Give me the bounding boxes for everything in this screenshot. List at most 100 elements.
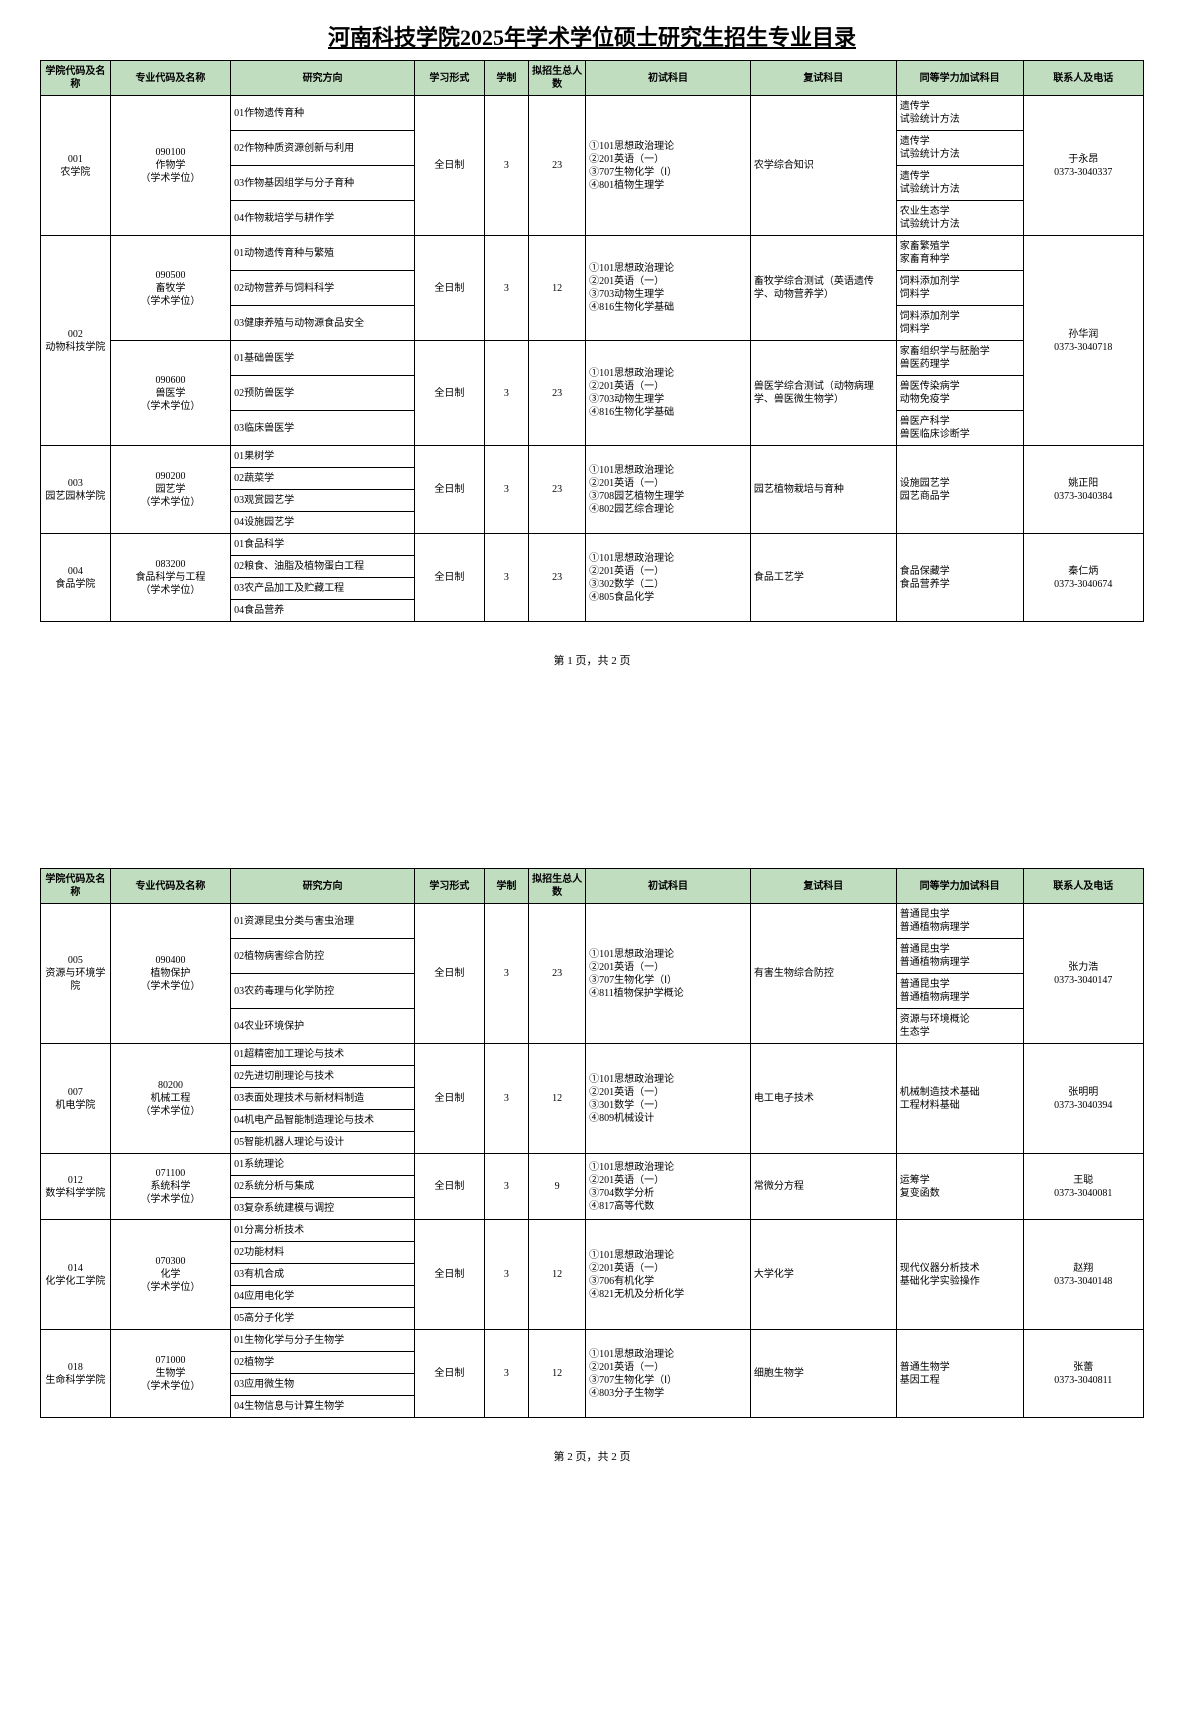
cell-major: 071100 系统科学 （学术学位） — [110, 1154, 230, 1220]
cell-equiv: 普通昆虫学 普通植物病理学 — [896, 904, 1023, 939]
page-2: 学院代码及名称 专业代码及名称 研究方向 学习形式 学制 拟招生总人数 初试科目… — [0, 848, 1184, 1524]
cell-exam1: ①101思想政治理论 ②201英语（一） ③707生物化学（Ⅰ） ④801植物生… — [586, 96, 751, 236]
cell-enroll: 23 — [529, 96, 586, 236]
cell-study: 全日制 — [414, 534, 484, 622]
cell-direction: 01系统理论 — [231, 1154, 415, 1176]
cell-direction: 04生物信息与计算生物学 — [231, 1396, 415, 1418]
cell-direction: 04机电产品智能制造理论与技术 — [231, 1110, 415, 1132]
table-row: 002 动物科技学院 090500 畜牧学 （学术学位） 01动物遗传育种与繁殖… — [41, 236, 1144, 271]
cell-equiv: 普通生物学 基因工程 — [896, 1330, 1023, 1418]
hdr-direction: 研究方向 — [231, 869, 415, 904]
cell-equiv: 农业生态学 试验统计方法 — [896, 201, 1023, 236]
cell-direction: 05智能机器人理论与设计 — [231, 1132, 415, 1154]
cell-direction: 02作物种质资源创新与利用 — [231, 131, 415, 166]
cell-direction: 02粮食、油脂及植物蛋白工程 — [231, 556, 415, 578]
cell-equiv: 普通昆虫学 普通植物病理学 — [896, 974, 1023, 1009]
cell-direction: 01基础兽医学 — [231, 341, 415, 376]
cell-exam1: ①101思想政治理论 ②201英语（一） ③704数学分析 ④817高等代数 — [586, 1154, 751, 1220]
cell-study: 全日制 — [414, 1044, 484, 1154]
cell-direction: 02植物病害综合防控 — [231, 939, 415, 974]
cell-year: 3 — [484, 446, 528, 534]
cell-enroll: 12 — [529, 1044, 586, 1154]
cell-equiv: 遗传学 试验统计方法 — [896, 96, 1023, 131]
hdr-study: 学习形式 — [414, 61, 484, 96]
cell-equiv: 饲料添加剂学 饲料学 — [896, 306, 1023, 341]
cell-exam1: ①101思想政治理论 ②201英语（一） ③707生物化学（Ⅰ） ④811植物保… — [586, 904, 751, 1044]
cell-college: 001 农学院 — [41, 96, 111, 236]
header-row: 学院代码及名称 专业代码及名称 研究方向 学习形式 学制 拟招生总人数 初试科目… — [41, 869, 1144, 904]
table-row: 003 园艺园林学院 090200 园艺学 （学术学位） 01果树学 全日制 3… — [41, 446, 1144, 468]
cell-exam2: 常微分方程 — [750, 1154, 896, 1220]
table-row: 014 化学化工学院 070300 化学 （学术学位） 01分离分析技术 全日制… — [41, 1220, 1144, 1242]
cell-enroll: 23 — [529, 904, 586, 1044]
cell-direction: 03临床兽医学 — [231, 411, 415, 446]
cell-equiv: 运筹学 复变函数 — [896, 1154, 1023, 1220]
hdr-contact: 联系人及电话 — [1023, 61, 1144, 96]
cell-direction: 03农产品加工及贮藏工程 — [231, 578, 415, 600]
cell-direction: 02系统分析与集成 — [231, 1176, 415, 1198]
cell-exam1: ①101思想政治理论 ②201英语（一） ③703动物生理学 ④816生物化学基… — [586, 341, 751, 446]
hdr-exam1: 初试科目 — [586, 61, 751, 96]
cell-direction: 03作物基因组学与分子育种 — [231, 166, 415, 201]
cell-equiv: 兽医传染病学 动物免疫学 — [896, 376, 1023, 411]
hdr-college: 学院代码及名称 — [41, 61, 111, 96]
cell-major: 090600 兽医学 （学术学位） — [110, 341, 230, 446]
cell-major: 083200 食品科学与工程 （学术学位） — [110, 534, 230, 622]
cell-contact: 王聪 0373-3040081 — [1023, 1154, 1144, 1220]
cell-equiv: 遗传学 试验统计方法 — [896, 131, 1023, 166]
cell-equiv: 资源与环境概论 生态学 — [896, 1009, 1023, 1044]
cell-direction: 02蔬菜学 — [231, 468, 415, 490]
table-row: 005 资源与环境学院 090400 植物保护 （学术学位） 01资源昆虫分类与… — [41, 904, 1144, 939]
cell-study: 全日制 — [414, 236, 484, 341]
table-row: 004 食品学院 083200 食品科学与工程 （学术学位） 01食品科学 全日… — [41, 534, 1144, 556]
cell-direction: 01动物遗传育种与繁殖 — [231, 236, 415, 271]
table-row: 012 数学科学学院 071100 系统科学 （学术学位） 01系统理论 全日制… — [41, 1154, 1144, 1176]
cell-exam1: ①101思想政治理论 ②201英语（一） ③703动物生理学 ④816生物化学基… — [586, 236, 751, 341]
cell-study: 全日制 — [414, 446, 484, 534]
cell-enroll: 12 — [529, 236, 586, 341]
catalog-table-1: 学院代码及名称 专业代码及名称 研究方向 学习形式 学制 拟招生总人数 初试科目… — [40, 60, 1144, 622]
hdr-major: 专业代码及名称 — [110, 61, 230, 96]
table-row: 007 机电学院 80200 机械工程 （学术学位） 01超精密加工理论与技术 … — [41, 1044, 1144, 1066]
cell-year: 3 — [484, 1044, 528, 1154]
cell-equiv: 机械制造技术基础 工程材料基础 — [896, 1044, 1023, 1154]
cell-year: 3 — [484, 534, 528, 622]
cell-direction: 01生物化学与分子生物学 — [231, 1330, 415, 1352]
page-number-1: 第 1 页，共 2 页 — [40, 652, 1144, 668]
cell-equiv: 普通昆虫学 普通植物病理学 — [896, 939, 1023, 974]
cell-contact: 张明明 0373-3040394 — [1023, 1044, 1144, 1154]
header-row: 学院代码及名称 专业代码及名称 研究方向 学习形式 学制 拟招生总人数 初试科目… — [41, 61, 1144, 96]
cell-exam2: 细胞生物学 — [750, 1330, 896, 1418]
cell-contact: 秦仁炳 0373-3040674 — [1023, 534, 1144, 622]
cell-direction: 03表面处理技术与新材料制造 — [231, 1088, 415, 1110]
cell-direction: 02植物学 — [231, 1352, 415, 1374]
hdr-exam2: 复试科目 — [750, 61, 896, 96]
cell-exam1: ①101思想政治理论 ②201英语（一） ③708园艺植物生理学 ④802园艺综… — [586, 446, 751, 534]
cell-major: 090400 植物保护 （学术学位） — [110, 904, 230, 1044]
cell-equiv: 现代仪器分析技术 基础化学实验操作 — [896, 1220, 1023, 1330]
cell-exam2: 电工电子技术 — [750, 1044, 896, 1154]
cell-direction: 01食品科学 — [231, 534, 415, 556]
cell-direction: 04作物栽培学与耕作学 — [231, 201, 415, 236]
cell-exam2: 畜牧学综合测试（英语遗传学、动物营养学） — [750, 236, 896, 341]
hdr-contact: 联系人及电话 — [1023, 869, 1144, 904]
cell-equiv: 设施园艺学 园艺商品学 — [896, 446, 1023, 534]
table-row: 090600 兽医学 （学术学位） 01基础兽医学 全日制 3 23 ①101思… — [41, 341, 1144, 376]
hdr-direction: 研究方向 — [231, 61, 415, 96]
cell-enroll: 12 — [529, 1220, 586, 1330]
cell-study: 全日制 — [414, 96, 484, 236]
cell-enroll: 23 — [529, 341, 586, 446]
cell-equiv: 家畜繁殖学 家畜育种学 — [896, 236, 1023, 271]
cell-year: 3 — [484, 1154, 528, 1220]
hdr-equiv: 同等学力加试科目 — [896, 869, 1023, 904]
page-1: 河南科技学院2025年学术学位硕士研究生招生专业目录 学院代码及名称 专业代码及… — [0, 0, 1184, 728]
cell-exam1: ①101思想政治理论 ②201英语（一） ③301数学（一） ④809机械设计 — [586, 1044, 751, 1154]
cell-college: 012 数学科学学院 — [41, 1154, 111, 1220]
cell-direction: 01资源昆虫分类与害虫治理 — [231, 904, 415, 939]
cell-enroll: 23 — [529, 534, 586, 622]
hdr-study: 学习形式 — [414, 869, 484, 904]
cell-direction: 01分离分析技术 — [231, 1220, 415, 1242]
cell-contact: 于永昂 0373-3040337 — [1023, 96, 1144, 236]
cell-college: 018 生命科学学院 — [41, 1330, 111, 1418]
cell-exam1: ①101思想政治理论 ②201英语（一） ③302数学（二） ④805食品化学 — [586, 534, 751, 622]
